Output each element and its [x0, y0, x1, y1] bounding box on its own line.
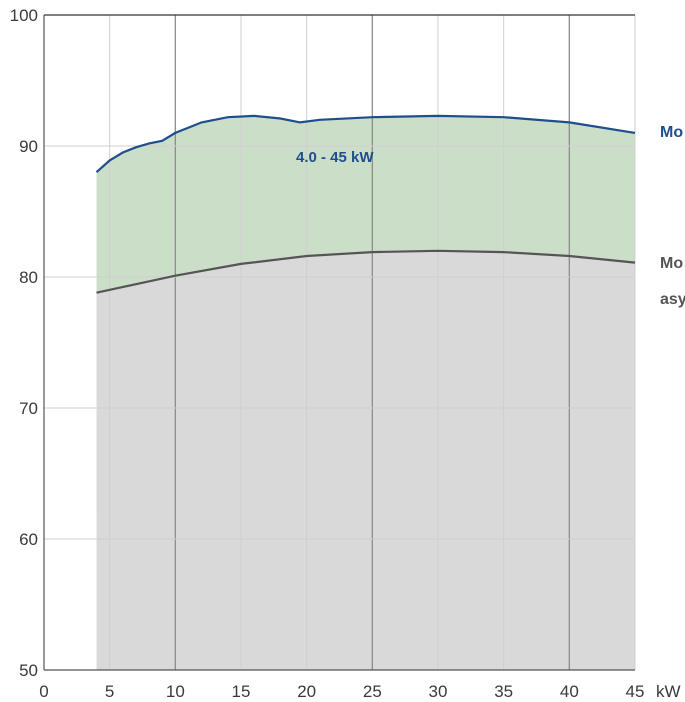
series-lines — [95, 114, 636, 294]
y-tick-label-90: 90 — [19, 137, 38, 156]
x-tick-label-45: 45 — [626, 682, 645, 701]
y-tick-label-60: 60 — [19, 530, 38, 549]
y-tick-label-70: 70 — [19, 399, 38, 418]
series2-side-label-line1: Mo — [660, 255, 683, 272]
area-fill-band — [96, 115, 635, 293]
y-tick-label-50: 50 — [19, 661, 38, 680]
series-line-upper — [95, 114, 636, 174]
x-tick-label-25: 25 — [363, 682, 382, 701]
x-tick-label-35: 35 — [494, 682, 513, 701]
y-tick-label-100: 100 — [10, 6, 38, 25]
y-tick-label-80: 80 — [19, 268, 38, 287]
range-annotation: 4.0 - 45 kW — [296, 149, 374, 166]
series1-side-label: Mo — [660, 124, 683, 141]
x-unit-label: kW — [656, 682, 681, 701]
x-tick-label-20: 20 — [297, 682, 316, 701]
x-tick-label-30: 30 — [429, 682, 448, 701]
series2-side-label-line2: asy — [660, 291, 685, 308]
tick-labels: 50 60 70 80 90 100 0 5 10 15 20 25 30 35 40 45 — [10, 6, 645, 701]
x-tick-label-40: 40 — [560, 682, 579, 701]
x-tick-label-10: 10 — [166, 682, 185, 701]
area-fills — [96, 115, 635, 671]
series-line-lower — [96, 249, 636, 294]
x-tick-label-0: 0 — [39, 682, 48, 701]
x-tick-label-15: 15 — [232, 682, 251, 701]
area-fill-lower — [96, 250, 635, 671]
axes — [43, 14, 635, 671]
x-tick-label-5: 5 — [105, 682, 114, 701]
